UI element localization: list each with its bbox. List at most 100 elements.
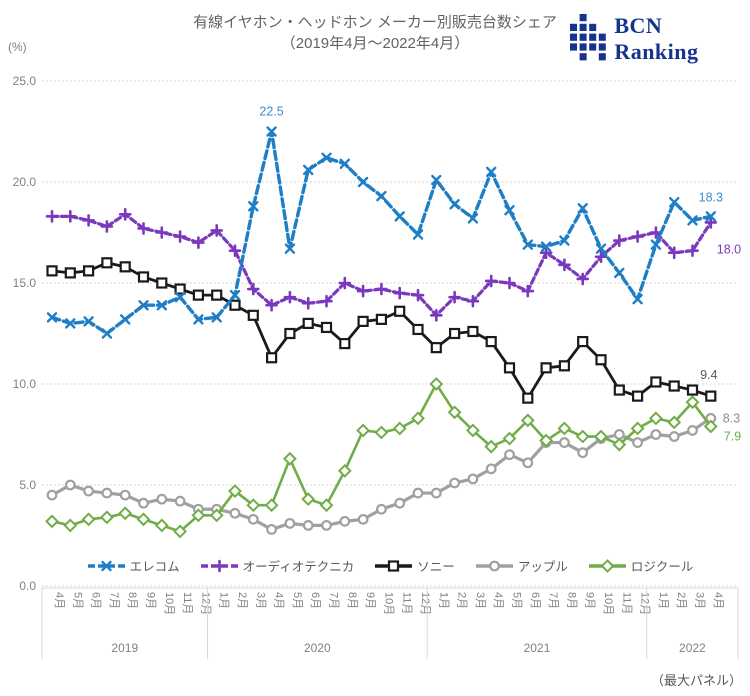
- square-marker: [430, 342, 442, 354]
- square-marker: [522, 392, 534, 404]
- chart-title: 有線イヤホン・ヘッドホン メーカー別販売台数シェア （2019年4月～2022年…: [0, 12, 750, 54]
- x-marker: [138, 300, 149, 311]
- square-marker: [82, 265, 95, 277]
- plus-marker: [576, 272, 590, 286]
- y-tick-label: 25.0: [13, 74, 37, 88]
- circle-marker: [174, 495, 186, 507]
- plus-marker: [228, 244, 242, 257]
- x-marker: [412, 229, 424, 240]
- diamond-marker: [301, 492, 316, 507]
- circle-marker: [101, 487, 113, 499]
- x-tick-label: 6月: [529, 592, 541, 609]
- square-marker: [388, 559, 400, 572]
- x-marker: [394, 211, 405, 222]
- circle-marker: [613, 429, 625, 440]
- plus-marker: [45, 210, 59, 223]
- chart-legend: エレコム オーディオテクニカ ソニー アップル ロジクール: [42, 556, 738, 575]
- diamond-marker: [667, 415, 682, 430]
- plus-marker: [558, 258, 571, 272]
- x-tick-label: 4月: [712, 592, 724, 609]
- circle-marker: [650, 429, 662, 440]
- plus-marker: [375, 282, 388, 296]
- bcn-logo-text: BCN Ranking: [614, 13, 699, 64]
- y-axis-unit-label: (%): [8, 40, 27, 54]
- circle-marker: [687, 425, 698, 436]
- square-marker: [211, 289, 223, 301]
- x-tick-label: 9月: [145, 592, 157, 609]
- x-tick-label: 8月: [346, 592, 358, 609]
- diamond-marker: [81, 512, 96, 527]
- legend-item-2: ソニー: [374, 556, 455, 575]
- x-legend-icon: [87, 560, 125, 571]
- circle-marker: [632, 437, 643, 448]
- circle-legend-icon: [475, 560, 513, 571]
- series-4: [45, 377, 718, 539]
- plus-marker: [338, 276, 352, 290]
- circle-marker: [119, 489, 131, 501]
- circle-marker: [668, 431, 680, 442]
- square-marker: [650, 376, 662, 388]
- diamond-marker: [557, 421, 572, 436]
- square-marker: [668, 380, 680, 392]
- y-tick-label: 5.0: [19, 478, 36, 492]
- diamond-marker: [447, 405, 462, 420]
- x-marker: [321, 152, 332, 163]
- circle-marker: [376, 503, 387, 515]
- x-marker: [284, 243, 296, 254]
- plus-marker: [667, 246, 681, 260]
- x-tick-label: 2月: [236, 592, 248, 609]
- plus-marker: [173, 230, 187, 243]
- x-tick-label: 7月: [108, 592, 120, 609]
- x-tick-label: 9月: [364, 592, 376, 609]
- square-marker: [412, 323, 424, 336]
- square-marker: [64, 267, 76, 279]
- plus-marker: [448, 290, 461, 304]
- diamond-marker: [136, 512, 151, 527]
- x-tick-label: 1月: [657, 592, 669, 609]
- y-tick-label: 0.0: [19, 579, 36, 593]
- diamond-marker: [228, 484, 242, 498]
- y-tick-label: 10.0: [13, 377, 37, 391]
- x-tick-label: 8月: [565, 592, 577, 609]
- x-tick-label: 2月: [675, 592, 687, 609]
- diamond-marker: [685, 395, 700, 410]
- x-tick-label: 3月: [474, 592, 486, 609]
- circle-marker: [302, 520, 314, 531]
- plus-marker: [686, 244, 699, 257]
- square-legend-icon: [375, 559, 413, 572]
- diamond-marker: [191, 508, 206, 523]
- series-1: [45, 208, 718, 322]
- x-marker: [614, 267, 625, 279]
- square-marker: [174, 283, 186, 295]
- diamond-marker: [99, 510, 114, 525]
- x-tick-label: 11月: [181, 592, 193, 614]
- circle-marker: [577, 447, 589, 459]
- diamond-marker: [612, 437, 627, 452]
- square-marker: [46, 265, 58, 277]
- plus-marker: [247, 282, 260, 296]
- chart-title-line1: 有線イヤホン・ヘッドホン メーカー別販売台数シェア: [193, 14, 557, 31]
- diamond-marker: [374, 425, 389, 440]
- x-marker: [100, 560, 112, 571]
- x-tick-label: 4月: [492, 592, 504, 609]
- square-marker: [302, 317, 314, 329]
- x-tick-label: 7月: [328, 592, 340, 609]
- diamond-marker: [392, 421, 407, 436]
- plus-marker: [649, 226, 663, 239]
- plus-marker: [429, 309, 443, 322]
- square-marker: [357, 315, 369, 327]
- diamond-marker: [520, 413, 535, 428]
- square-marker: [156, 277, 168, 289]
- x-marker: [559, 235, 570, 246]
- plus-marker: [192, 236, 205, 249]
- x-marker: [193, 314, 204, 325]
- plus-marker: [64, 210, 77, 223]
- plus-marker: [411, 288, 425, 302]
- square-marker: [137, 271, 150, 283]
- diamond-marker: [154, 518, 169, 533]
- circle-marker: [559, 437, 570, 448]
- plus-marker: [631, 230, 644, 243]
- diamond-marker: [337, 463, 352, 478]
- square-marker: [577, 335, 589, 348]
